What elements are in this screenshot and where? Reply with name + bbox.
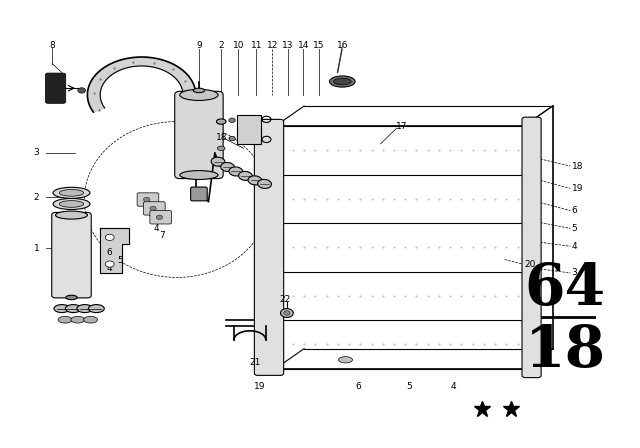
Circle shape (156, 215, 163, 220)
Text: 19: 19 (253, 382, 265, 391)
Text: 20: 20 (524, 260, 535, 269)
FancyBboxPatch shape (143, 202, 165, 215)
Text: 4: 4 (451, 382, 456, 391)
Text: 7: 7 (159, 231, 165, 240)
Text: 18: 18 (525, 323, 606, 379)
Text: 22: 22 (279, 295, 291, 304)
Polygon shape (88, 57, 195, 112)
Ellipse shape (88, 305, 104, 313)
Text: 6: 6 (355, 382, 361, 391)
Ellipse shape (333, 78, 351, 85)
Ellipse shape (53, 198, 90, 210)
Text: 2: 2 (218, 41, 224, 51)
Text: 8: 8 (49, 41, 55, 51)
Ellipse shape (77, 305, 93, 313)
Text: 64: 64 (525, 261, 606, 317)
Bar (237, 115, 261, 144)
Text: 18: 18 (572, 162, 583, 171)
FancyBboxPatch shape (191, 187, 207, 201)
Ellipse shape (248, 176, 262, 185)
Text: 6: 6 (154, 206, 159, 215)
Text: 9: 9 (196, 41, 202, 51)
FancyBboxPatch shape (254, 119, 284, 375)
Text: 6: 6 (107, 249, 113, 258)
Text: 17: 17 (396, 121, 407, 130)
Ellipse shape (66, 295, 77, 300)
Circle shape (105, 261, 114, 267)
Ellipse shape (84, 316, 98, 323)
FancyBboxPatch shape (45, 73, 66, 103)
Ellipse shape (60, 201, 84, 207)
Text: 5: 5 (406, 382, 412, 391)
FancyBboxPatch shape (137, 193, 159, 206)
Ellipse shape (71, 316, 85, 323)
Ellipse shape (180, 171, 218, 180)
Text: 2: 2 (34, 193, 39, 202)
Text: 4: 4 (107, 264, 113, 273)
Ellipse shape (339, 357, 353, 363)
Text: 18: 18 (216, 133, 227, 142)
Circle shape (143, 197, 150, 202)
Text: 12: 12 (266, 41, 278, 51)
Text: 15: 15 (313, 41, 324, 51)
Ellipse shape (53, 187, 90, 198)
Ellipse shape (258, 179, 271, 189)
FancyBboxPatch shape (175, 91, 223, 179)
Text: 3: 3 (33, 148, 39, 157)
Text: 1: 1 (33, 244, 39, 253)
Ellipse shape (221, 163, 234, 172)
Text: 6: 6 (572, 206, 577, 215)
Text: 3: 3 (572, 268, 577, 277)
Ellipse shape (65, 305, 81, 313)
Circle shape (150, 206, 156, 211)
Polygon shape (100, 228, 129, 273)
Ellipse shape (218, 146, 225, 151)
FancyBboxPatch shape (52, 212, 92, 298)
Text: 16: 16 (337, 41, 348, 51)
Ellipse shape (229, 167, 243, 176)
Ellipse shape (211, 157, 225, 166)
Ellipse shape (56, 211, 88, 219)
Text: 5: 5 (118, 256, 124, 265)
Text: 5: 5 (572, 224, 577, 233)
Ellipse shape (216, 119, 226, 124)
Text: 14: 14 (298, 41, 309, 51)
Text: 4: 4 (154, 224, 159, 233)
Ellipse shape (58, 316, 72, 323)
Ellipse shape (330, 76, 355, 87)
Text: 11: 11 (250, 41, 262, 51)
Text: 21: 21 (250, 358, 260, 366)
Ellipse shape (193, 88, 205, 93)
Circle shape (229, 118, 236, 122)
FancyBboxPatch shape (150, 211, 172, 224)
Text: 10: 10 (233, 41, 244, 51)
Text: 4: 4 (572, 242, 577, 251)
Text: 19: 19 (572, 184, 583, 193)
Ellipse shape (60, 190, 84, 196)
Text: 5: 5 (166, 215, 172, 224)
Text: 13: 13 (282, 41, 294, 51)
Circle shape (78, 88, 86, 93)
Circle shape (229, 136, 236, 141)
Ellipse shape (180, 89, 218, 100)
Circle shape (105, 234, 114, 241)
FancyBboxPatch shape (522, 117, 541, 378)
Ellipse shape (239, 172, 252, 181)
Circle shape (280, 309, 293, 318)
Circle shape (284, 311, 290, 315)
Ellipse shape (54, 305, 70, 313)
